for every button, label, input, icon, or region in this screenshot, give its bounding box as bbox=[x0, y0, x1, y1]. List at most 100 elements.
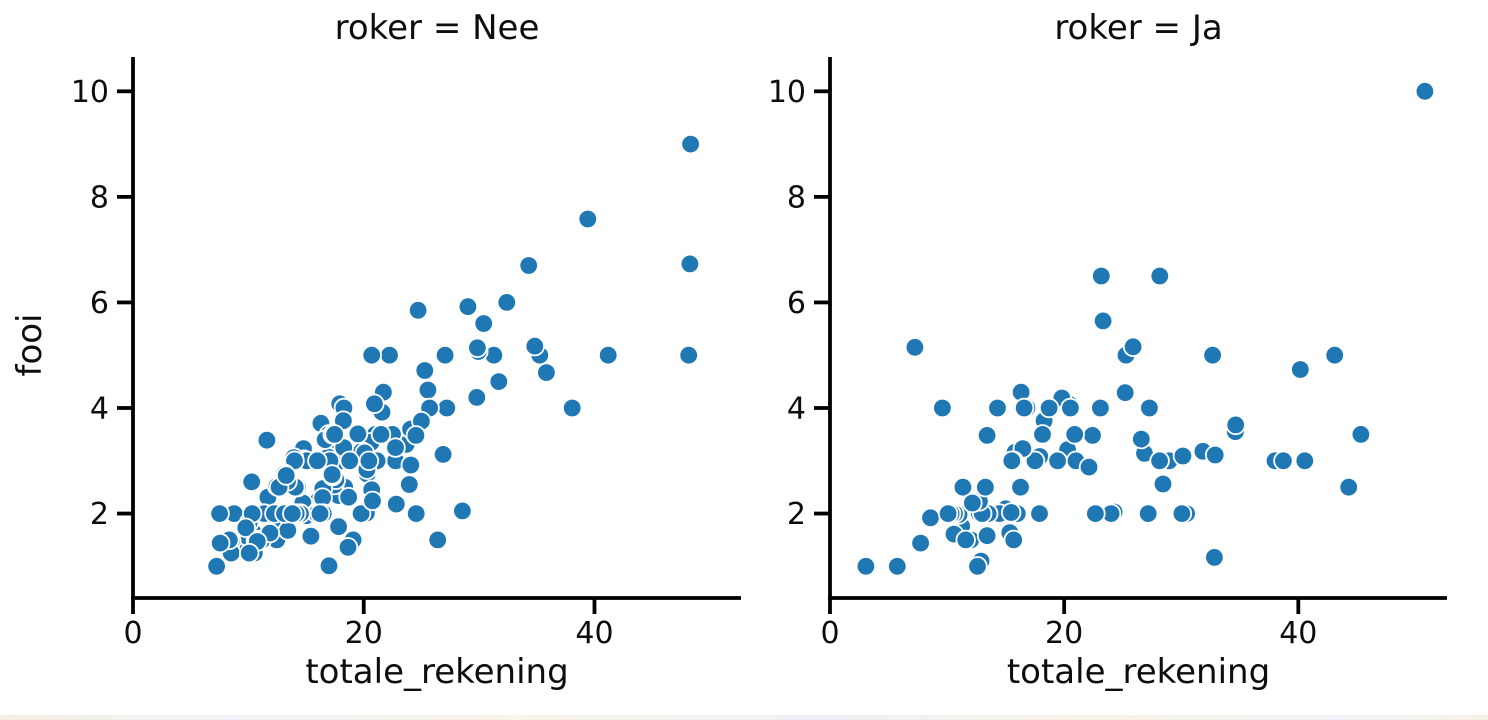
data-point bbox=[855, 556, 877, 577]
data-point bbox=[1090, 397, 1111, 419]
data-point bbox=[405, 425, 427, 446]
data-point bbox=[399, 474, 420, 495]
data-point bbox=[1137, 503, 1159, 524]
data-point bbox=[1003, 529, 1024, 551]
data-point bbox=[1290, 359, 1311, 380]
data-point bbox=[417, 379, 439, 401]
y-tick-label: 4 bbox=[90, 391, 109, 426]
data-point bbox=[1350, 424, 1372, 445]
data-point bbox=[1273, 450, 1294, 472]
data-point bbox=[1010, 477, 1031, 498]
data-point bbox=[1013, 397, 1035, 419]
data-point bbox=[598, 345, 619, 366]
y-tick-label: 8 bbox=[787, 180, 806, 215]
panel-ja: 0 20 40 2 4 6 8 10 bbox=[768, 57, 1447, 651]
data-point bbox=[1032, 424, 1053, 445]
data-point bbox=[1414, 81, 1436, 102]
data-point bbox=[338, 487, 359, 508]
data-point bbox=[406, 503, 427, 524]
data-point bbox=[1338, 477, 1359, 498]
y-tick-label: 6 bbox=[787, 286, 806, 321]
y-tick-label: 6 bbox=[90, 286, 109, 321]
data-point bbox=[967, 556, 988, 577]
data-point bbox=[975, 477, 996, 498]
data-point bbox=[209, 503, 230, 524]
data-point bbox=[347, 423, 369, 445]
data-point bbox=[241, 471, 262, 493]
y-tick-label: 4 bbox=[787, 391, 806, 426]
data-point bbox=[434, 345, 456, 366]
x-tick-label: 20 bbox=[345, 616, 383, 651]
data-point bbox=[321, 464, 343, 485]
data-point bbox=[1092, 310, 1114, 332]
bottom-edge-artifact bbox=[0, 715, 1488, 720]
data-point bbox=[300, 526, 322, 547]
data-point bbox=[1082, 425, 1103, 446]
data-point bbox=[679, 253, 701, 275]
data-point bbox=[577, 208, 599, 230]
data-point bbox=[400, 454, 422, 476]
data-point bbox=[209, 532, 231, 554]
data-point bbox=[370, 424, 392, 445]
data-point bbox=[904, 337, 926, 358]
data-point bbox=[1024, 450, 1046, 472]
data-point bbox=[1324, 345, 1345, 366]
data-point bbox=[1001, 450, 1023, 472]
data-point bbox=[282, 503, 303, 524]
data-point bbox=[1029, 503, 1050, 524]
data-point bbox=[1091, 265, 1112, 287]
data-point bbox=[457, 296, 479, 317]
y-tick-label: 10 bbox=[768, 75, 806, 110]
y-tick-label: 10 bbox=[71, 75, 109, 110]
data-point bbox=[1064, 424, 1085, 445]
data-point bbox=[414, 360, 436, 381]
data-point bbox=[337, 537, 359, 558]
data-point bbox=[358, 450, 380, 472]
data-point bbox=[473, 313, 494, 334]
data-point bbox=[427, 529, 448, 551]
data-point bbox=[432, 444, 454, 465]
data-point bbox=[1122, 336, 1144, 358]
data-point bbox=[339, 450, 360, 472]
x-axis-label-nee: totale_rekening bbox=[305, 652, 569, 692]
data-point bbox=[256, 430, 278, 451]
data-point bbox=[1085, 503, 1106, 524]
data-point bbox=[436, 397, 458, 419]
data-point bbox=[309, 503, 331, 524]
data-point bbox=[680, 133, 701, 155]
data-point bbox=[955, 529, 976, 551]
data-point bbox=[1047, 450, 1068, 472]
y-axis-label: fooi bbox=[10, 313, 50, 377]
x-tick-label: 40 bbox=[1279, 616, 1317, 651]
data-point bbox=[276, 465, 297, 486]
data-point bbox=[952, 477, 974, 498]
data-point bbox=[962, 492, 983, 514]
facet-title-ja: roker = Ja bbox=[1054, 8, 1223, 48]
data-point bbox=[920, 507, 941, 529]
data-point bbox=[206, 556, 227, 577]
data-point bbox=[361, 345, 382, 366]
data-point bbox=[1078, 456, 1100, 478]
data-point bbox=[350, 503, 372, 524]
data-point bbox=[518, 255, 539, 276]
data-point bbox=[235, 517, 257, 539]
data-point bbox=[467, 337, 488, 359]
data-point bbox=[364, 393, 385, 415]
data-point bbox=[678, 345, 699, 366]
data-point bbox=[362, 490, 383, 512]
data-point bbox=[1204, 547, 1225, 568]
data-point bbox=[937, 503, 959, 524]
data-point bbox=[1294, 450, 1316, 472]
data-point bbox=[1204, 444, 1226, 466]
data-point bbox=[1114, 382, 1136, 403]
data-point bbox=[932, 397, 953, 419]
data-point bbox=[524, 336, 546, 357]
data-point bbox=[488, 371, 510, 392]
data-point bbox=[277, 520, 299, 541]
x-tick-label: 0 bbox=[123, 616, 142, 651]
data-point bbox=[386, 493, 407, 515]
data-point bbox=[536, 362, 557, 383]
data-point bbox=[328, 516, 349, 537]
